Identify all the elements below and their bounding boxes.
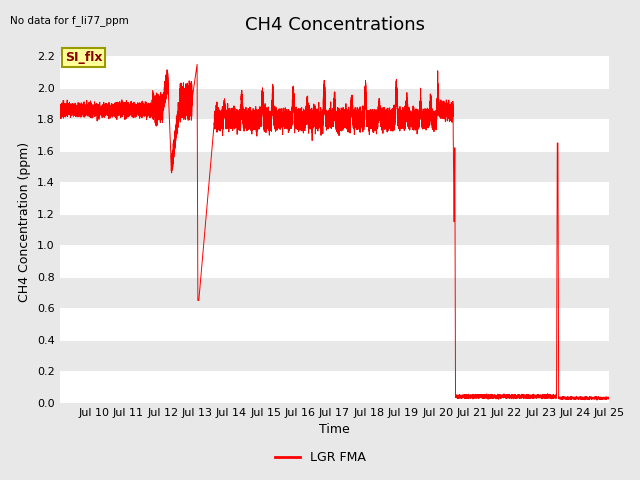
Bar bbox=[60, 151, 609, 182]
Bar bbox=[60, 182, 609, 214]
Bar bbox=[60, 214, 609, 245]
Bar bbox=[60, 88, 609, 120]
Bar bbox=[60, 308, 609, 340]
Bar bbox=[60, 340, 609, 372]
Text: No data for f_li77_ppm: No data for f_li77_ppm bbox=[10, 15, 129, 26]
Bar bbox=[60, 120, 609, 151]
Bar bbox=[60, 372, 609, 403]
Legend: LGR FMA: LGR FMA bbox=[269, 446, 371, 469]
Title: CH4 Concentrations: CH4 Concentrations bbox=[244, 15, 424, 34]
Text: SI_flx: SI_flx bbox=[65, 51, 102, 64]
Bar bbox=[60, 277, 609, 308]
Y-axis label: CH4 Concentration (ppm): CH4 Concentration (ppm) bbox=[19, 142, 31, 302]
Bar bbox=[60, 245, 609, 277]
Bar bbox=[60, 57, 609, 88]
X-axis label: Time: Time bbox=[319, 423, 350, 436]
